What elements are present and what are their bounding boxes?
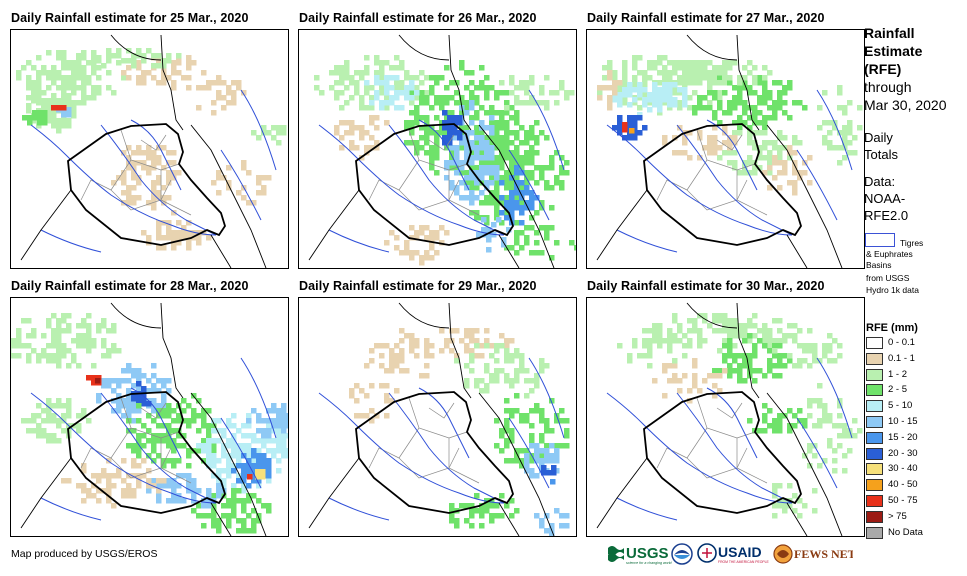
totals-label: Totals [864, 147, 898, 162]
map-27mar [586, 29, 865, 269]
rainfall-pixels [16, 48, 287, 251]
fews-text: FEWS NET [794, 547, 853, 561]
title-rainfall: Rainfall [864, 25, 915, 41]
legend-item: 10 - 15 [866, 416, 962, 430]
basin-line3: Basins [866, 260, 892, 270]
noaa-logo [671, 542, 693, 566]
title-rfe: (RFE) [864, 61, 902, 77]
map-30mar [586, 297, 865, 537]
usaid-logo: USAID FROM THE AMERICAN PEOPLE [697, 542, 771, 566]
legend-label: 40 - 50 [888, 479, 918, 491]
usgs-text: USGS [626, 545, 669, 562]
legend-label: 30 - 40 [888, 463, 918, 475]
legend-item: 2 - 5 [866, 384, 962, 398]
sidebar-title: Rainfall Estimate (RFE) through Mar 30, … [864, 24, 964, 114]
legend-label: 10 - 15 [888, 416, 918, 427]
iraq-border [643, 123, 802, 246]
data-src2: RFE2.0 [864, 208, 909, 223]
legend-item: > 75 [866, 510, 962, 525]
basin-line1: Tigres [900, 238, 924, 248]
legend-label: 0 - 0.1 [888, 337, 915, 348]
legend-item: No Data [866, 526, 962, 541]
fews-net-logo: FEWS NET [773, 542, 853, 566]
panel-title-25mar: Daily Rainfall estimate for 25 Mar., 202… [11, 11, 249, 25]
legend-swatch [866, 447, 883, 460]
legend-label: 1 - 2 [888, 368, 908, 380]
legend-swatch [866, 463, 883, 476]
iraq-border [355, 123, 514, 246]
legend-swatch [866, 526, 883, 539]
iraq-border [67, 123, 226, 246]
credit-text: Map produced by USGS/EROS [11, 548, 158, 560]
legend-swatch [866, 431, 883, 444]
legend-swatch [866, 495, 883, 507]
legend-title: RFE (mm) [866, 322, 918, 334]
legend-item: 50 - 75 [866, 495, 962, 509]
map-25mar [10, 29, 289, 269]
legend-label: 20 - 30 [888, 447, 918, 459]
usaid-text: USAID [718, 544, 762, 560]
basin-line4: from USGS [866, 273, 910, 283]
daily-totals: Daily Totals [864, 129, 964, 163]
usgs-tagline: science for a changing world [626, 561, 673, 565]
legend-item: 30 - 40 [866, 463, 962, 477]
rainfall-pixels [11, 313, 288, 534]
daily-label: Daily [864, 130, 893, 145]
panel-title-26mar: Daily Rainfall estimate for 26 Mar., 202… [299, 11, 537, 25]
basin-line2: & Euphrates [866, 249, 913, 259]
data-src1: NOAA- [864, 191, 906, 206]
panel-title-27mar: Daily Rainfall estimate for 27 Mar., 202… [587, 11, 825, 25]
legend-swatch [866, 368, 883, 381]
legend-item: 40 - 50 [866, 479, 962, 493]
legend-label: 5 - 10 [888, 400, 913, 412]
basin-line5: Hydro 1k data [866, 285, 919, 295]
legend-label: 50 - 75 [888, 495, 918, 506]
legend-swatch [866, 337, 883, 349]
rainfall-pixels [314, 55, 576, 266]
basin-legend-swatch [865, 233, 895, 247]
legend-swatch [866, 352, 883, 365]
iraq-border [643, 391, 802, 514]
legend-item: 0 - 0.1 [866, 337, 962, 351]
title-estimate: Estimate [864, 43, 923, 59]
panel-title-30mar: Daily Rainfall estimate for 30 Mar., 202… [587, 279, 825, 293]
legend-item: 20 - 30 [866, 447, 962, 462]
legend-label: 15 - 20 [888, 431, 918, 443]
panel-title-28mar: Daily Rainfall estimate for 28 Mar., 202… [11, 279, 249, 293]
map-28mar [10, 297, 289, 537]
legend-item: 5 - 10 [866, 400, 962, 414]
title-date: Mar 30, 2020 [864, 97, 947, 113]
iraq-border [67, 391, 226, 514]
legend-label: > 75 [888, 510, 907, 522]
title-through: through [864, 79, 912, 95]
usaid-tagline: FROM THE AMERICAN PEOPLE [718, 560, 770, 564]
legend-item: 0.1 - 1 [866, 352, 962, 367]
legend-item: 1 - 2 [866, 368, 962, 383]
legend-swatch [866, 384, 883, 397]
usgs-logo: USGS science for a changing world [606, 542, 691, 566]
legend-label: 0.1 - 1 [888, 352, 915, 364]
map-29mar [298, 297, 577, 537]
panel-title-29mar: Daily Rainfall estimate for 29 Mar., 202… [299, 279, 537, 293]
legend-swatch [866, 479, 883, 492]
legend-swatch [866, 510, 883, 523]
rainfall-pixels [349, 328, 570, 536]
legend-label: 2 - 5 [888, 384, 908, 396]
data-source: Data: NOAA- RFE2.0 [864, 173, 964, 224]
map-26mar [298, 29, 577, 269]
rainfall-pixels [617, 313, 863, 519]
legend-swatch [866, 416, 883, 428]
legend-label: No Data [888, 526, 923, 538]
legend-swatch [866, 400, 883, 413]
iraq-border [355, 391, 514, 514]
data-label: Data: [864, 174, 896, 189]
legend-item: 15 - 20 [866, 431, 962, 446]
